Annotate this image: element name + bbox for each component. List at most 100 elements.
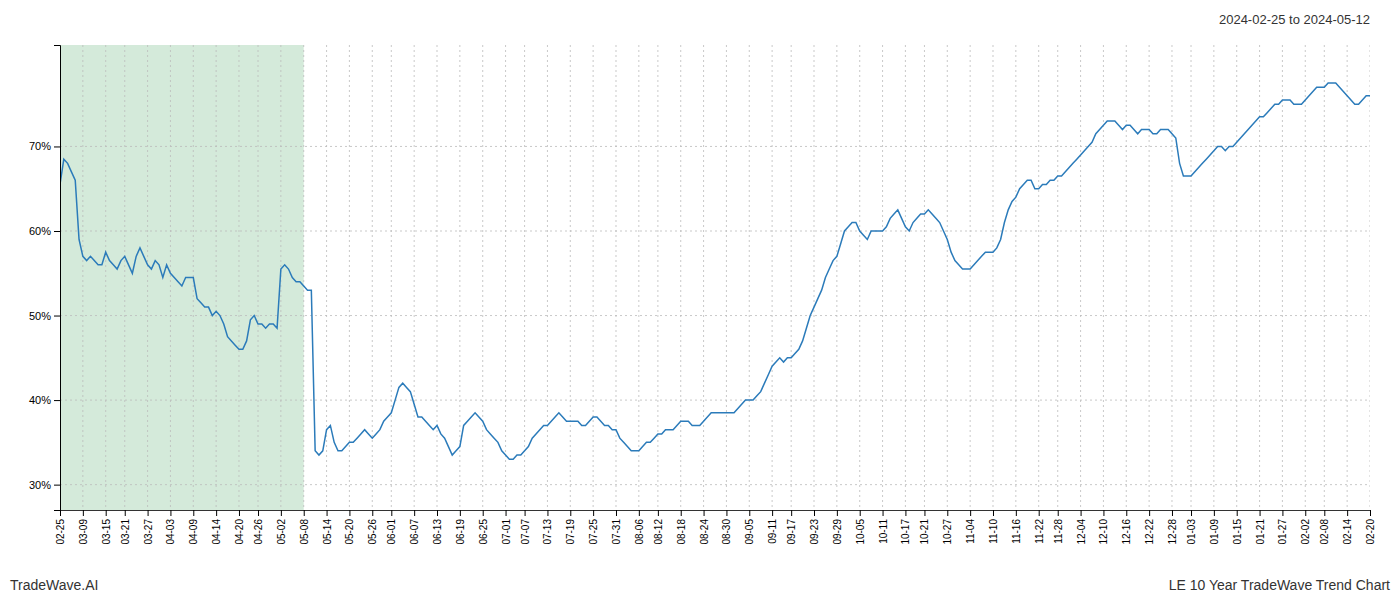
- tick-mark: [883, 510, 884, 516]
- grid-line: [859, 45, 860, 510]
- x-tick-label: 12-22: [1144, 519, 1155, 545]
- tick-mark: [658, 510, 659, 516]
- tick-mark: [54, 400, 60, 401]
- tick-mark: [1016, 510, 1017, 516]
- tick-mark: [327, 510, 328, 516]
- tick-mark: [414, 510, 415, 516]
- grid-line: [1236, 45, 1237, 510]
- tick-mark: [814, 510, 815, 516]
- grid-line: [992, 45, 993, 510]
- x-tick-label: 03-09: [78, 519, 89, 545]
- tick-mark: [993, 510, 994, 516]
- x-tick-label: 07-25: [588, 519, 599, 545]
- tick-mark: [483, 510, 484, 516]
- tick-mark: [258, 510, 259, 516]
- tick-mark: [460, 510, 461, 516]
- x-tick-label: 06-19: [455, 519, 466, 545]
- x-tick: 11-22: [1034, 510, 1045, 544]
- x-tick: 06-07: [409, 510, 420, 545]
- x-tick-label: 07-07: [520, 519, 531, 545]
- x-tick: 01-27: [1277, 510, 1288, 545]
- x-tick: 01-21: [1255, 510, 1266, 545]
- grid-line: [1149, 45, 1150, 510]
- x-tick: 11-04: [965, 510, 976, 544]
- tick-mark: [1039, 510, 1040, 516]
- tick-mark: [193, 510, 194, 516]
- tick-mark: [639, 510, 640, 516]
- x-tick-label: 10-05: [855, 519, 866, 545]
- x-tick: 07-31: [611, 510, 622, 545]
- x-tick: 03-21: [120, 510, 131, 545]
- x-tick: 06-25: [478, 510, 489, 545]
- x-tick: 04-09: [188, 510, 199, 545]
- x-tick: 12-28: [1167, 510, 1178, 545]
- x-tick: 12-10: [1098, 510, 1109, 545]
- x-tick-label: 07-19: [565, 519, 576, 545]
- x-tick-label: 01-21: [1255, 519, 1266, 545]
- title: 2024-02-25 to 2024-05-12: [1219, 12, 1370, 27]
- x-tick-label: 12-28: [1167, 519, 1178, 545]
- grid-line: [1305, 45, 1306, 510]
- grid-line: [615, 45, 616, 510]
- grid-line: [1347, 45, 1348, 510]
- x-tick-label: 09-05: [744, 519, 755, 545]
- grid-line: [105, 45, 106, 510]
- tick-mark: [726, 510, 727, 516]
- y-tick-label: 30%: [29, 479, 51, 491]
- x-tick: 02-25: [55, 510, 66, 545]
- tick-mark: [304, 510, 305, 516]
- x-tick-label: 11-10: [988, 519, 999, 544]
- grid-line: [238, 45, 239, 510]
- y-tick: 40%: [29, 394, 60, 406]
- x-tick: 08-24: [699, 510, 710, 545]
- x-tick: 02-02: [1300, 510, 1311, 545]
- tick-mark: [593, 510, 594, 516]
- x-tick-label: 08-06: [634, 519, 645, 545]
- x-tick: 02-08: [1319, 510, 1330, 545]
- tick-mark: [1126, 510, 1127, 516]
- x-tick-label: 08-18: [676, 519, 687, 545]
- x-tick: 09-29: [832, 510, 843, 545]
- y-tick: 50%: [29, 310, 60, 322]
- tick-mark: [1214, 510, 1215, 516]
- grid-line: [1038, 45, 1039, 510]
- grid: [60, 45, 1370, 510]
- grid-line: [1370, 45, 1371, 510]
- x-tick-label: 12-16: [1121, 519, 1132, 545]
- x-tick: 04-20: [234, 510, 245, 545]
- grid-line: [905, 45, 906, 510]
- x-tick-label: 10-21: [919, 519, 930, 545]
- x-tick-label: 03-21: [120, 519, 131, 545]
- x-tick-label: 02-20: [1365, 519, 1376, 545]
- footer: LE 10 Year TradeWave Trend Chart: [1169, 577, 1390, 593]
- grid-line: [372, 45, 373, 510]
- x-tick: 02-20: [1365, 510, 1376, 545]
- grid-line: [1259, 45, 1260, 510]
- x-tick: 09-11: [767, 510, 778, 544]
- grid-line: [60, 315, 1370, 316]
- tick-mark: [772, 510, 773, 516]
- tick-mark: [547, 510, 548, 516]
- grid-line: [1057, 45, 1058, 510]
- tick-mark: [1260, 510, 1261, 516]
- tick-mark: [54, 146, 60, 147]
- x-tick: 10-05: [855, 510, 866, 545]
- x-tick-label: 12-10: [1098, 519, 1109, 545]
- tick-mark: [506, 510, 507, 516]
- tick-mark: [570, 510, 571, 516]
- x-tick: 01-15: [1232, 510, 1243, 545]
- x-tick-label: 09-23: [809, 519, 820, 545]
- y-tick: 30%: [29, 479, 60, 491]
- x-tick: 08-30: [721, 510, 732, 545]
- x-tick: 07-19: [565, 510, 576, 545]
- tick-mark: [1237, 510, 1238, 516]
- x-tick-label: 08-24: [699, 519, 710, 545]
- x-tick: 05-20: [344, 510, 355, 545]
- x-tick: 06-19: [455, 510, 466, 545]
- grid-line: [924, 45, 925, 510]
- grid-line: [1191, 45, 1192, 510]
- x-tick: 10-27: [942, 510, 953, 545]
- x-tick: 12-22: [1144, 510, 1155, 545]
- x-tick: 04-14: [211, 510, 222, 545]
- x-tick-label: 04-20: [234, 519, 245, 545]
